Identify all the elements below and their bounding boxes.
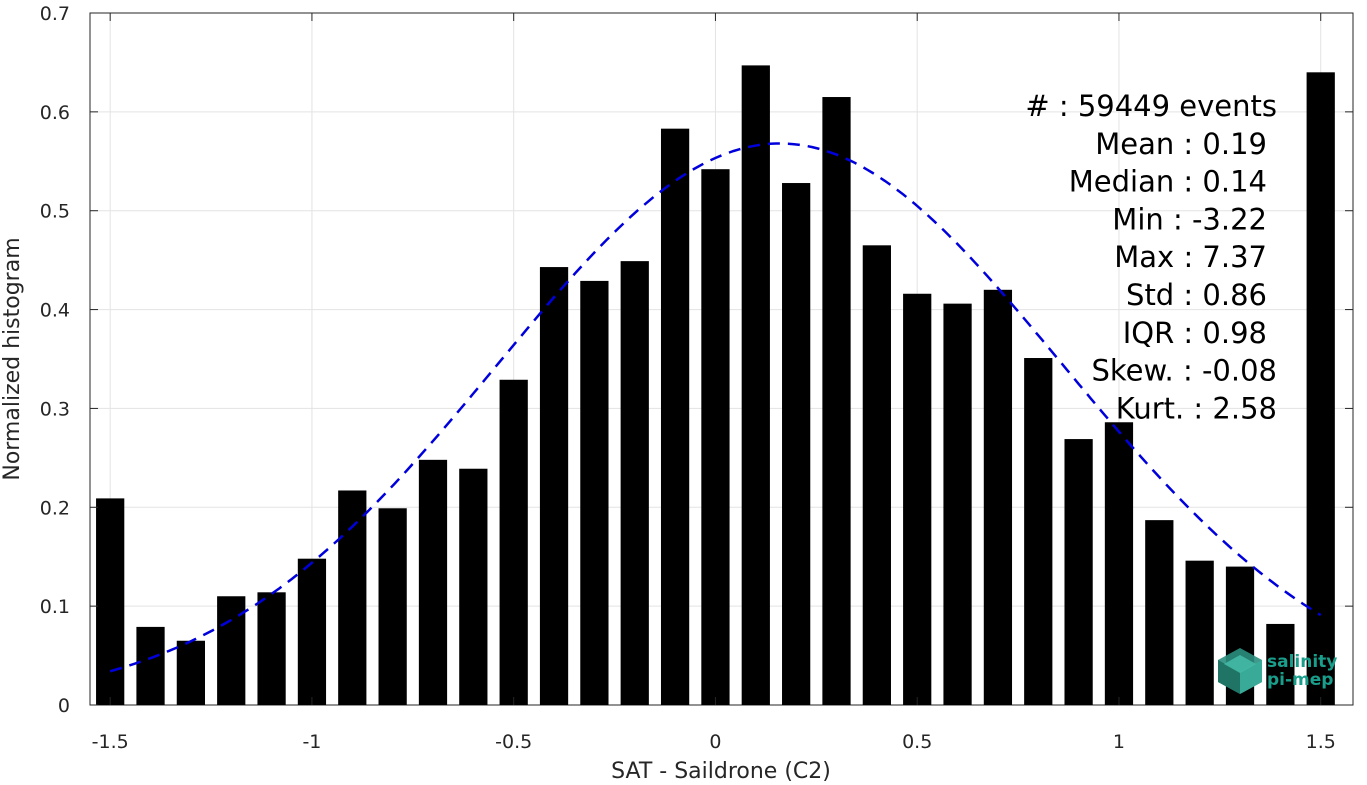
stat-line: Std : 0.86 <box>1126 278 1267 312</box>
histogram-bar <box>1306 72 1335 706</box>
y-tick-label: 0.1 <box>40 596 70 618</box>
histogram-bar <box>1064 439 1093 705</box>
histogram-bar <box>459 468 488 705</box>
histogram-bar <box>1266 623 1295 705</box>
histogram-bar <box>418 459 448 705</box>
histogram-bar <box>1145 520 1174 705</box>
cube-logo-icon <box>1218 648 1262 694</box>
histogram-bar <box>741 65 770 705</box>
x-axis-label: SAT - Saildrone (C2) <box>611 759 831 784</box>
stat-line: Min : -3.22 <box>1112 202 1267 236</box>
y-tick-label: 0.5 <box>40 201 70 223</box>
logo-text-line1: salinity <box>1267 652 1337 672</box>
histogram-bar <box>903 293 932 705</box>
histogram-bar <box>499 379 528 705</box>
x-axis-ticks: -1.5 -1 -0.5 0 0.5 1 1.5 <box>92 13 1336 753</box>
histogram-bar <box>1024 358 1053 705</box>
y-tick-label: 0.7 <box>40 3 70 25</box>
stat-line: Max : 7.37 <box>1114 240 1267 274</box>
histogram-bar <box>620 261 649 705</box>
histogram-bar <box>378 508 407 705</box>
stat-line: Median : 0.14 <box>1069 165 1267 199</box>
x-tick-label: 1 <box>1113 731 1125 753</box>
stat-line: IQR : 0.98 <box>1123 316 1267 350</box>
y-tick-label: 0.6 <box>40 102 70 124</box>
histogram-bar <box>822 97 851 706</box>
x-tick-label: -0.5 <box>495 731 532 753</box>
stat-line: Mean : 0.19 <box>1095 127 1267 161</box>
histogram-bar <box>943 303 972 705</box>
statistics-box: # : 59449 events Mean : 0.19 Median : 0.14… <box>1025 89 1277 425</box>
x-tick-label: -1.5 <box>92 731 129 753</box>
stat-line: Kurt. : 2.58 <box>1116 391 1277 425</box>
y-axis-ticks: 0 0.1 0.2 0.3 0.4 0.5 0.6 0.7 <box>40 3 1353 717</box>
histogram-bar <box>983 289 1013 705</box>
salinity-pimep-logo: salinity pi-mep <box>1218 648 1337 694</box>
histogram-bar <box>176 640 206 705</box>
gaussian-fit-curve <box>109 142 1322 673</box>
y-tick-label: 0.2 <box>40 497 70 519</box>
histogram-bar <box>257 592 286 705</box>
histogram-bar <box>297 558 327 705</box>
histogram-bar <box>1104 422 1134 705</box>
histogram-bar <box>338 490 367 705</box>
x-tick-label: 0.5 <box>902 731 932 753</box>
histogram-bar <box>539 267 569 705</box>
stat-line: Skew. : -0.08 <box>1091 354 1277 388</box>
y-tick-label: 0.3 <box>40 398 70 420</box>
histogram-bar <box>136 626 165 705</box>
logo-text-line2: pi-mep <box>1267 670 1333 690</box>
x-tick-label: 0 <box>709 731 721 753</box>
stat-line: # : 59449 events <box>1025 89 1277 123</box>
y-axis-label: Normalized histogram <box>0 237 25 480</box>
y-tick-label: 0 <box>58 695 70 717</box>
histogram-bar <box>96 498 125 705</box>
histogram-bar <box>862 245 891 706</box>
histogram-bar <box>1185 560 1214 705</box>
y-tick-label: 0.4 <box>40 300 70 322</box>
histogram-bar <box>701 169 730 706</box>
x-tick-label: -1 <box>302 731 321 753</box>
histogram-bar <box>580 280 609 705</box>
histogram-bar <box>660 128 690 706</box>
x-tick-label: 1.5 <box>1306 731 1336 753</box>
histogram-bar <box>782 183 811 705</box>
